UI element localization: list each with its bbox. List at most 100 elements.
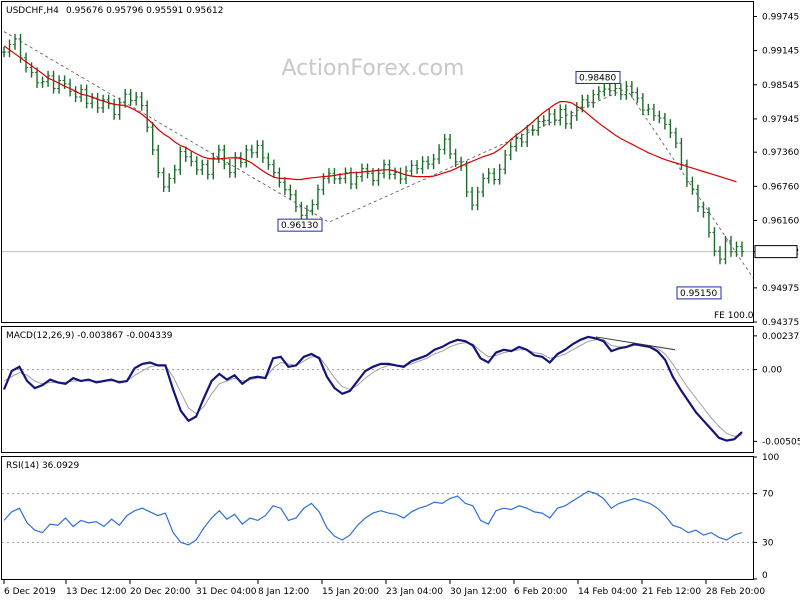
price-bar bbox=[629, 81, 634, 98]
price-bar bbox=[222, 144, 227, 170]
time-axis: 6 Dec 2019 13 Dec 12:00 20 Dec 20:00 31 Dec… bbox=[3, 580, 765, 597]
price-bar bbox=[646, 103, 651, 116]
price-bar bbox=[194, 156, 199, 175]
current-price-box bbox=[754, 245, 798, 259]
rsi-line bbox=[3, 490, 743, 546]
price-bar bbox=[541, 115, 546, 127]
fe-label: FE 100.0 bbox=[714, 311, 754, 321]
price-bar bbox=[525, 124, 530, 148]
price-bar bbox=[607, 83, 612, 96]
price-bar bbox=[244, 144, 249, 168]
price-bar bbox=[442, 133, 447, 155]
price-bar bbox=[437, 144, 442, 165]
time-tick-label: 23 Jan 04:00 bbox=[386, 587, 443, 597]
price-bar bbox=[536, 116, 541, 136]
price-tick: 0.94975 bbox=[753, 284, 799, 294]
price-bar bbox=[271, 159, 276, 178]
watermark: ActionForex.com bbox=[282, 56, 465, 81]
ohlc-values: 0.95676 0.95796 0.95591 0.95612 bbox=[66, 6, 223, 16]
time-tick-label: 28 Feb 20:00 bbox=[706, 587, 765, 597]
price-bar bbox=[304, 205, 309, 221]
price-series-layer bbox=[2, 31, 754, 279]
time-tick-label: 8 Jan 12:00 bbox=[258, 587, 310, 597]
price-bar bbox=[315, 184, 320, 210]
price-bar bbox=[51, 70, 56, 94]
price-bar bbox=[662, 112, 667, 130]
price-bar bbox=[90, 93, 95, 109]
rsi-tick: 30 bbox=[753, 538, 774, 548]
price-bar bbox=[398, 167, 403, 185]
price-bar bbox=[706, 207, 711, 238]
price-bar bbox=[40, 76, 45, 88]
price-bar bbox=[68, 78, 73, 97]
price-bar bbox=[84, 84, 89, 109]
price-bar bbox=[734, 241, 739, 257]
price-panel-frame bbox=[1, 1, 754, 323]
price-level-label: 0.98480 bbox=[575, 70, 621, 84]
price-tick: 0.99145 bbox=[753, 47, 799, 57]
price-tick-label: 0.98545 bbox=[762, 81, 799, 91]
price-bar bbox=[591, 89, 596, 108]
rsi-tick-label: 100 bbox=[762, 453, 779, 463]
price-tick-label: 0.94375 bbox=[762, 318, 799, 328]
price-bar bbox=[288, 184, 293, 200]
price-bar bbox=[238, 152, 243, 168]
price-bar bbox=[695, 184, 700, 212]
price-bar bbox=[79, 84, 84, 103]
price-bar bbox=[95, 93, 100, 113]
price-bar bbox=[431, 153, 436, 170]
price-bar bbox=[728, 235, 733, 257]
macd-tick-label: 0.002375 bbox=[762, 332, 800, 342]
price-bar bbox=[7, 39, 12, 58]
price-bar bbox=[723, 235, 728, 265]
time-tick-label: 20 Dec 20:00 bbox=[130, 587, 191, 597]
symbol-label: USDCHF,H4 bbox=[6, 6, 59, 16]
price-bar bbox=[211, 152, 216, 180]
price-bar bbox=[618, 83, 623, 100]
rsi-tick-label: 70 bbox=[762, 490, 774, 500]
svg-text:0.95150: 0.95150 bbox=[680, 289, 717, 299]
price-bar bbox=[481, 173, 486, 198]
price-bar bbox=[470, 186, 475, 211]
time-tick: 30 Jan 12:00 bbox=[449, 580, 507, 597]
price-bar bbox=[172, 164, 177, 184]
price-bar bbox=[415, 160, 420, 174]
price-bar bbox=[128, 89, 133, 106]
price-tick-label: 0.96160 bbox=[762, 216, 799, 226]
macd-series-layer bbox=[2, 335, 753, 442]
price-annotations: 0.98480 0.96130 0.95150 bbox=[277, 70, 722, 300]
price-bar bbox=[266, 152, 271, 170]
price-tick-label: 0.97945 bbox=[762, 115, 799, 125]
price-bar bbox=[348, 167, 353, 190]
price-bar bbox=[613, 83, 618, 96]
price-bar bbox=[189, 151, 194, 167]
price-tick-label: 0.96760 bbox=[762, 182, 799, 192]
price-bar bbox=[640, 93, 645, 116]
price-tick: 0.97360 bbox=[753, 148, 799, 158]
price-level-label: 0.96130 bbox=[277, 218, 323, 232]
price-bar bbox=[310, 199, 315, 216]
price-level-label: 0.95150 bbox=[676, 286, 722, 300]
price-tick-label: 0.94975 bbox=[762, 284, 799, 294]
price-tick: 0.96160 bbox=[753, 216, 799, 226]
price-bar bbox=[13, 33, 18, 50]
price-bar bbox=[552, 108, 557, 126]
time-tick-label: 31 Dec 04:00 bbox=[196, 587, 257, 597]
price-bar bbox=[156, 144, 161, 178]
rsi-series-layer bbox=[2, 490, 753, 546]
price-bar bbox=[117, 97, 122, 120]
price-bar bbox=[35, 67, 40, 88]
price-bar bbox=[282, 177, 287, 195]
price-bar bbox=[453, 148, 458, 167]
time-tick-label: 6 Dec 2019 bbox=[4, 587, 56, 597]
price-bar bbox=[712, 227, 717, 257]
price-bar bbox=[2, 46, 6, 58]
time-tick: 31 Dec 04:00 bbox=[195, 580, 257, 597]
time-tick-label: 6 Feb 20:00 bbox=[514, 587, 568, 597]
price-bar bbox=[503, 149, 508, 175]
moving-average-line bbox=[3, 45, 737, 183]
time-tick: 15 Jan 20:00 bbox=[321, 580, 379, 597]
price-bar bbox=[409, 160, 414, 177]
